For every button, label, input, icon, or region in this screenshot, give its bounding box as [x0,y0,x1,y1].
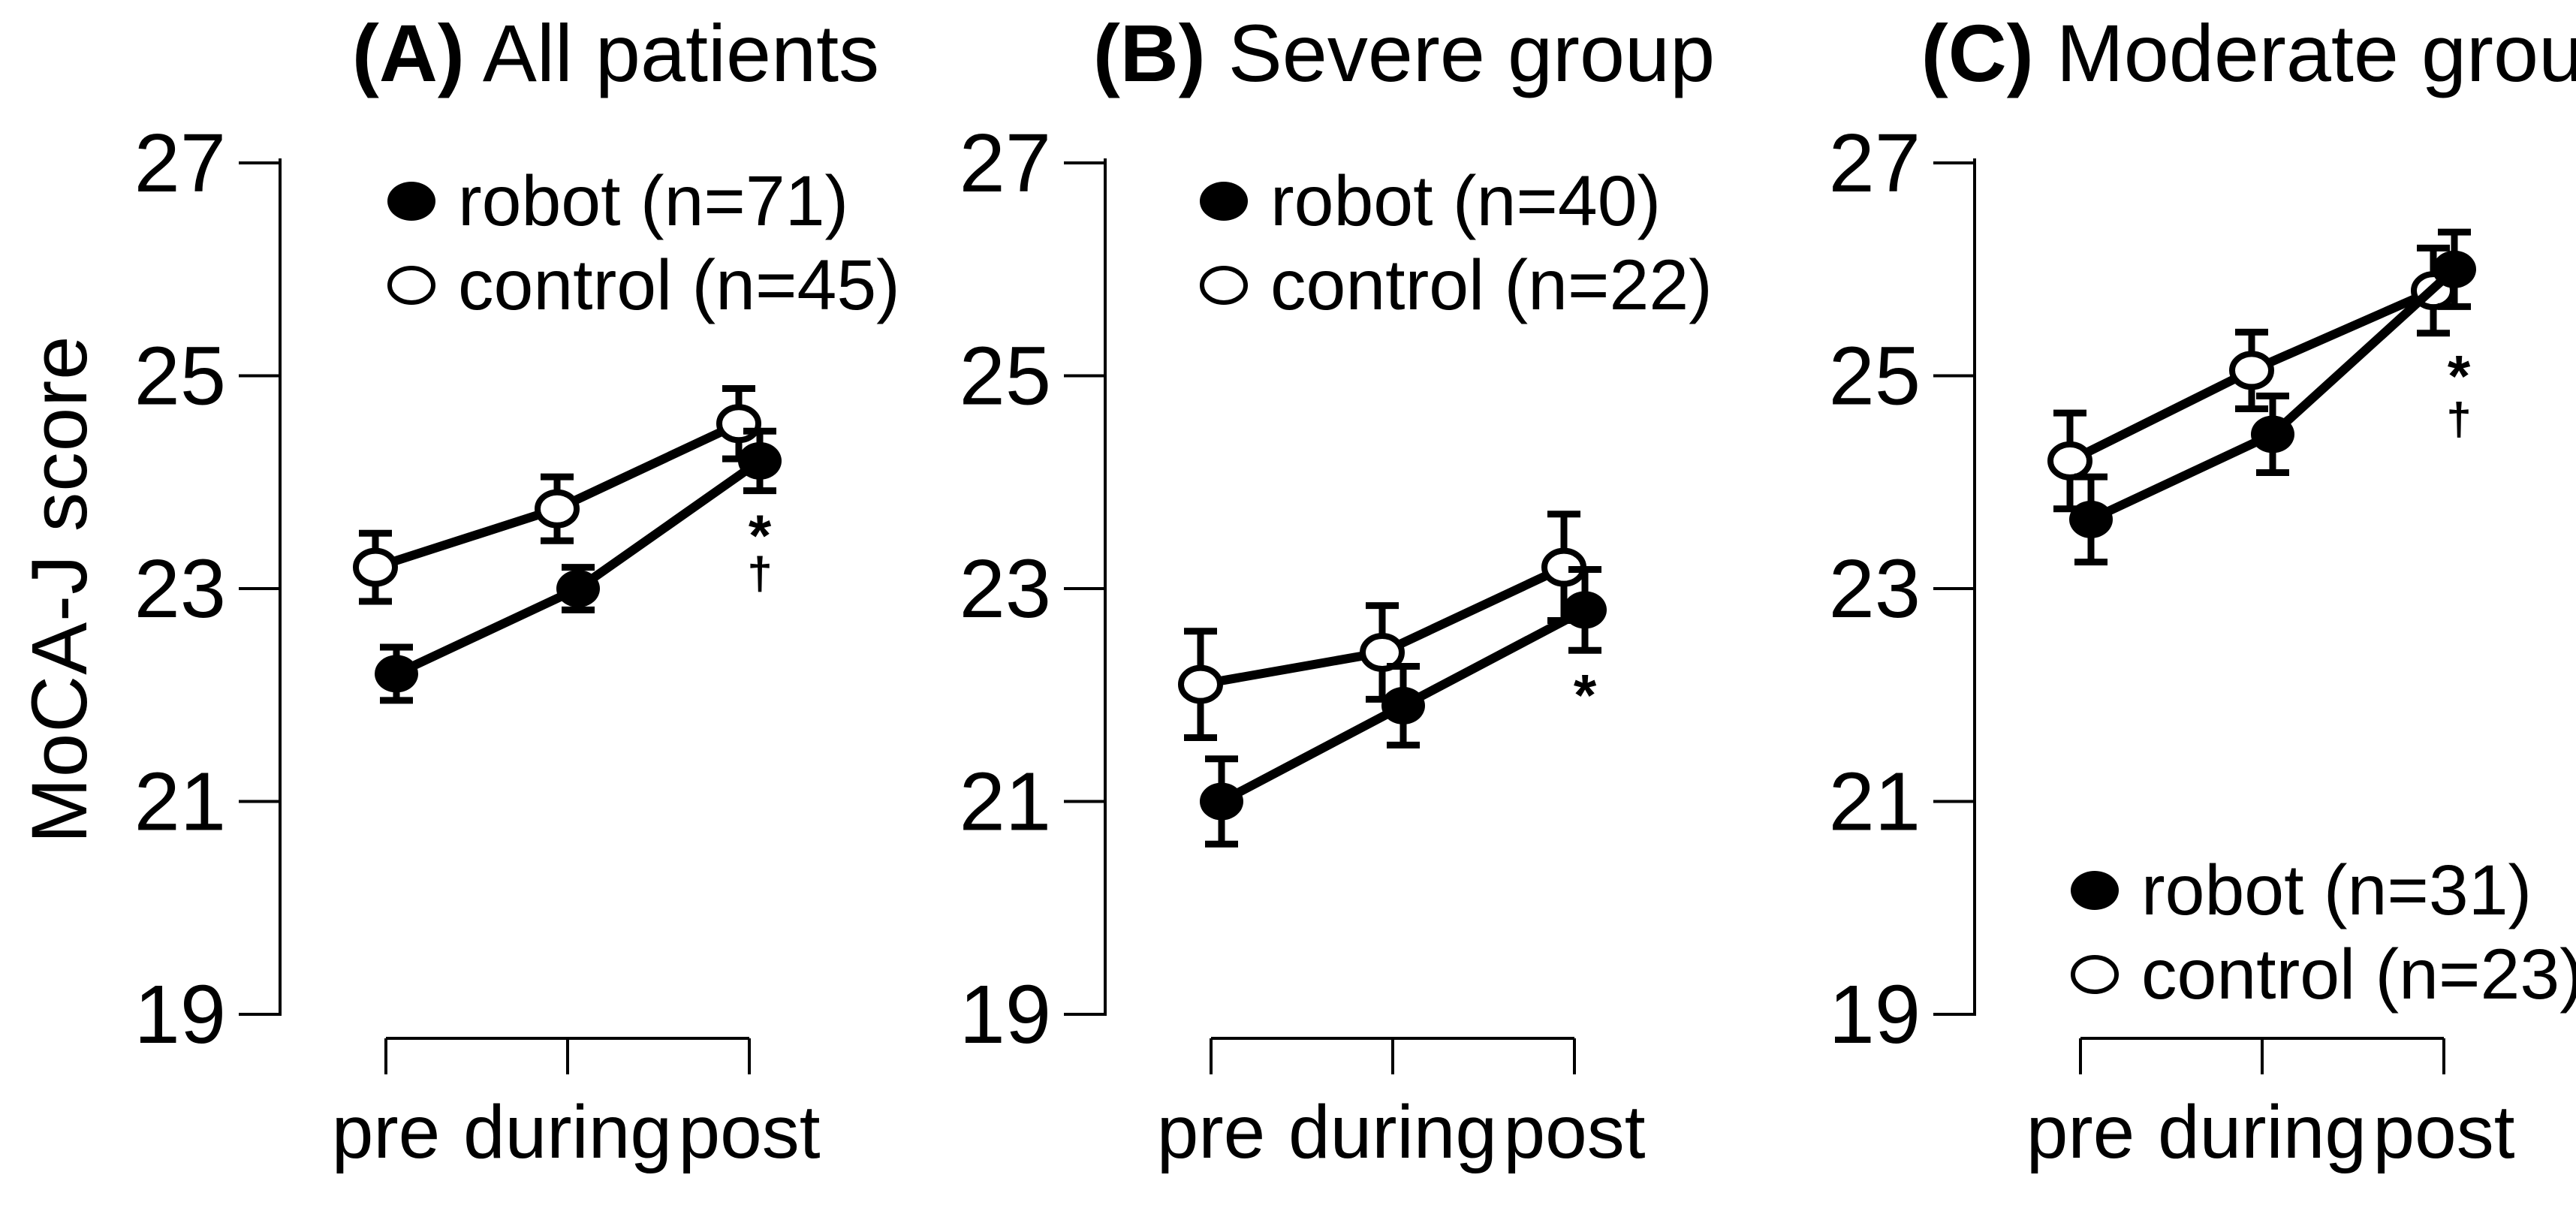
data-point-robot [738,441,782,480]
legend-label-robot: robot (n=71) [458,161,849,241]
y-tick-label: 19 [134,969,226,1061]
panel-title-a-prefix: (A) [351,8,465,98]
y-tick-label: 19 [1829,969,1921,1061]
data-point-robot [2251,415,2294,453]
open-circle-marker-icon [2071,955,2119,994]
data-point-control [2047,441,2092,480]
open-circle-marker-icon [387,266,435,305]
data-point-control [535,489,580,529]
filled-circle-marker-icon [387,182,435,221]
y-tick-label: 27 [134,117,226,209]
panel-title-c: (C) Moderate group [1921,6,2576,100]
data-point-robot [375,655,418,693]
data-point-control [2229,351,2274,390]
data-point-robot [1563,591,1607,629]
filled-circle-marker-icon [2071,871,2119,910]
legend-panel-c: robot (n=31) control (n=23) [2069,848,2576,1017]
y-tick-label: 19 [960,969,1051,1061]
x-tick-label: during [463,1090,672,1174]
legend-row-robot: robot (n=31) [2069,848,2576,932]
open-circle-marker-icon [1200,266,1248,305]
x-tick-label: post [2373,1090,2514,1174]
data-point-robot [556,570,600,607]
legend-row-robot: robot (n=71) [386,159,900,243]
data-point-robot [2069,500,2113,538]
y-tick-label: 23 [1829,543,1921,635]
x-tick-label: post [678,1090,820,1174]
data-point-robot [1200,782,1243,821]
filled-circle-marker-icon [1200,182,1248,221]
y-tick-label: 21 [1829,756,1921,848]
y-tick-label: 25 [134,330,226,423]
annotation-dagger: † [747,549,772,599]
data-point-robot [1381,686,1425,725]
x-tick-label: pre [1157,1090,1266,1174]
legend-panel-b: robot (n=40) control (n=22) [1198,159,1713,327]
y-tick-label: 25 [1829,330,1921,423]
panel-title-b-prefix: (B) [1092,8,1206,98]
data-point-control [716,404,761,444]
data-point-control [353,547,398,587]
annotation-asterisk: * [1574,662,1597,728]
y-tick-label: 23 [134,543,226,635]
panel-title-a: (A) All patients [352,6,879,100]
y-tick-label: 21 [960,756,1051,848]
x-tick-label: pre [2026,1090,2135,1174]
x-tick-label: during [1288,1090,1497,1174]
data-point-robot [2433,250,2476,288]
legend-label-robot: robot (n=40) [1270,161,1662,241]
annotation-asterisk: * [749,502,772,568]
panel-title-c-text: Moderate group [2056,8,2576,98]
y-tick-label: 27 [960,117,1051,209]
panel-title-a-text: All patients [482,8,880,98]
data-point-control [1360,633,1405,673]
x-tick-label: post [1503,1090,1645,1174]
y-tick-label: 25 [960,330,1051,423]
x-tick-label: during [2158,1090,2367,1174]
annotation-dagger: † [2446,394,2471,444]
panel-title-c-prefix: (C) [1921,8,2034,98]
legend-label-control: control (n=45) [458,245,900,325]
y-axis-label: MoCA-J score [16,335,104,844]
annotation-asterisk: * [2448,342,2471,408]
legend-label-control: control (n=23) [2141,934,2576,1014]
legend-panel-a: robot (n=71) control (n=45) [386,159,900,327]
y-tick-label: 27 [1829,117,1921,209]
legend-row-control: control (n=45) [386,243,900,327]
legend-label-control: control (n=22) [1270,245,1713,325]
legend-row-control: control (n=23) [2069,932,2576,1017]
x-tick-label: pre [332,1090,441,1174]
y-tick-label: 21 [134,756,226,848]
legend-label-robot: robot (n=31) [2141,850,2532,930]
y-tick-label: 23 [960,543,1051,635]
legend-row-robot: robot (n=40) [1198,159,1713,243]
panel-title-b-text: Severe group [1228,8,1716,98]
data-point-control [1178,664,1223,704]
legend-row-control: control (n=22) [1198,243,1713,327]
panel-title-b: (B) Severe group [1093,6,1715,100]
